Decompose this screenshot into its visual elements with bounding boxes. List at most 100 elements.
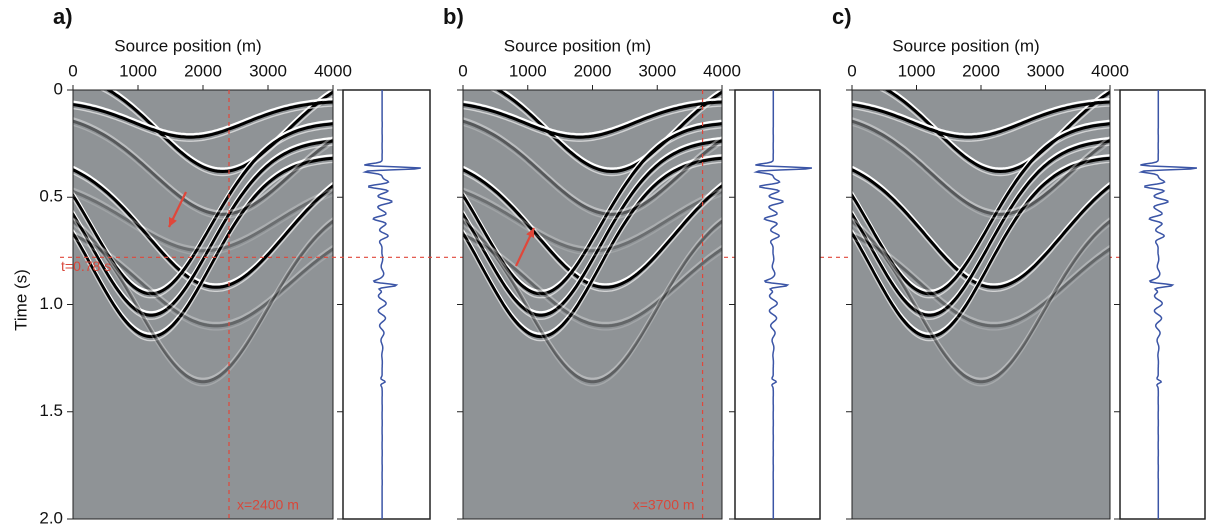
event-black	[463, 139, 722, 317]
event-white-lower	[463, 124, 722, 220]
x-tick-label: 0	[68, 61, 77, 80]
event-white	[463, 230, 722, 324]
event-white-lower	[852, 124, 1110, 220]
event-black	[73, 139, 333, 317]
x-tick-label: 4000	[1091, 61, 1129, 80]
event-white	[73, 230, 333, 324]
event-black	[463, 156, 722, 339]
event-black	[884, 90, 1110, 174]
event-black	[73, 122, 333, 296]
event-black	[105, 90, 333, 174]
x-tick-label: 2000	[184, 61, 222, 80]
event-black	[463, 119, 722, 216]
event-white	[501, 90, 722, 170]
event-white	[852, 97, 1110, 136]
event-white-lower	[463, 127, 722, 299]
event-white	[852, 230, 1110, 324]
event-white-lower	[73, 238, 333, 331]
y-tick-label: 1.0	[39, 294, 63, 313]
event-white-lower	[463, 224, 722, 387]
event-white	[73, 136, 333, 314]
x-tick-label: 3000	[1027, 61, 1065, 80]
event-white	[852, 119, 1110, 292]
event-white	[890, 90, 1110, 170]
event-black	[495, 90, 722, 174]
y-tick-label: 0.5	[39, 187, 63, 206]
event-black	[73, 119, 333, 216]
x-tick-label: 3000	[638, 61, 676, 80]
event-white-lower	[73, 173, 333, 292]
event-white-lower	[852, 161, 1110, 342]
event-white	[463, 97, 722, 136]
event-white-lower	[73, 161, 333, 342]
event-white-lower	[852, 105, 1110, 142]
y-tick-label: 1.5	[39, 401, 63, 420]
event-white	[463, 119, 722, 292]
event-white-lower	[463, 144, 722, 320]
event-white-lower	[463, 194, 722, 256]
x-tick-label: 2000	[962, 61, 1000, 80]
event-white-lower	[73, 124, 333, 220]
event-black	[463, 122, 722, 296]
trace	[362, 90, 421, 519]
event-black	[73, 219, 333, 384]
event-black	[852, 156, 1110, 339]
y-tick-label: 0	[54, 79, 63, 98]
arrow-head	[526, 228, 535, 238]
seismic-events	[73, 90, 333, 387]
event-white	[463, 136, 722, 314]
seismic-events	[852, 90, 1110, 387]
x-tick-label: 2000	[574, 61, 612, 80]
event-white-lower	[852, 144, 1110, 320]
event-white-lower	[852, 173, 1110, 292]
x-tick-label: 1000	[898, 61, 936, 80]
event-black	[73, 156, 333, 339]
event-white	[463, 216, 722, 380]
time-marker-label: t=0.78 s	[61, 258, 111, 274]
event-black	[463, 233, 722, 328]
position-marker-label: x=3700 m	[633, 497, 695, 513]
arrow-head	[169, 217, 177, 227]
event-white-lower	[852, 127, 1110, 299]
event-white	[463, 187, 722, 249]
x-axis-label: Source position (m)	[114, 36, 261, 55]
panel-label: a)	[53, 4, 73, 29]
x-tick-label: 1000	[119, 61, 157, 80]
event-white	[73, 187, 333, 249]
event-black	[852, 233, 1110, 328]
event-black	[463, 100, 722, 139]
x-tick-label: 3000	[249, 61, 287, 80]
event-white-lower	[463, 173, 722, 292]
event-white-lower	[73, 105, 333, 142]
seismic-events	[463, 90, 722, 387]
event-black	[852, 119, 1110, 216]
event-white-lower	[463, 161, 722, 342]
panel-label: b)	[443, 4, 464, 29]
event-black	[73, 189, 333, 253]
x-tick-label: 1000	[509, 61, 547, 80]
event-white	[852, 136, 1110, 314]
trace	[753, 90, 813, 519]
event-white-lower	[852, 238, 1110, 331]
trace	[1138, 90, 1198, 519]
event-white-lower	[463, 105, 722, 142]
panel-label: c)	[832, 4, 852, 29]
event-white-lower	[73, 224, 333, 387]
event-white	[73, 97, 333, 136]
event-white	[852, 117, 1110, 213]
x-tick-label: 0	[847, 61, 856, 80]
event-black	[463, 219, 722, 384]
event-white-lower	[73, 194, 333, 256]
event-white	[463, 117, 722, 213]
x-tick-label: 4000	[703, 61, 741, 80]
x-tick-label: 0	[458, 61, 467, 80]
position-marker-label: x=2400 m	[237, 497, 299, 513]
x-tick-label: 4000	[314, 61, 352, 80]
x-axis-label: Source position (m)	[892, 36, 1039, 55]
event-white	[73, 216, 333, 380]
event-white	[73, 117, 333, 213]
y-axis-label: Time (s)	[11, 269, 30, 331]
event-black	[463, 189, 722, 253]
event-black	[852, 122, 1110, 296]
